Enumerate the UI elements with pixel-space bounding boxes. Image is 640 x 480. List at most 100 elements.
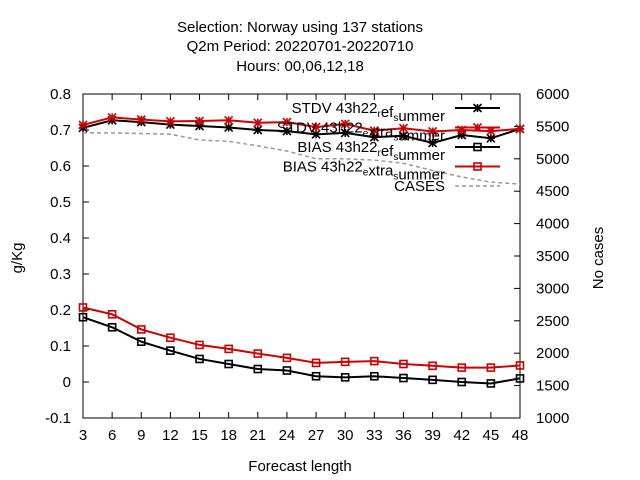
series-4 (78, 303, 525, 372)
data-point-stroke (311, 129, 321, 139)
data-point-stroke (311, 122, 321, 132)
data-point (311, 358, 321, 368)
data-point-stroke (136, 114, 146, 125)
y-tick-label: 0.2 (50, 302, 71, 319)
data-point (253, 125, 263, 135)
y2-tick-label: 1000 (536, 410, 569, 427)
data-point (253, 364, 263, 374)
data-point (457, 363, 467, 372)
data-point (282, 117, 292, 127)
data-point (224, 344, 233, 354)
data-point-stroke (428, 126, 438, 137)
data-point (224, 115, 234, 125)
data-series (78, 112, 525, 388)
data-point-stroke (398, 123, 409, 133)
data-point (78, 303, 88, 312)
data-point (472, 103, 483, 113)
series-line (82, 119, 521, 144)
data-point (486, 379, 496, 388)
data-point-stroke (282, 117, 292, 127)
data-point (398, 123, 409, 133)
data-point (224, 359, 233, 369)
series-5 (83, 132, 521, 185)
data-point (107, 322, 117, 332)
x-tick-label: 42 (453, 427, 470, 444)
data-point (282, 366, 292, 375)
data-point-stroke (107, 112, 117, 122)
y2-tick-label: 2500 (536, 313, 569, 330)
data-point (472, 122, 483, 133)
data-point-stroke (224, 115, 234, 125)
data-point (136, 337, 146, 346)
data-point (165, 116, 175, 126)
y2-tick-label: 3500 (536, 248, 569, 265)
legend-item: BIAS 43h22extrasummer (283, 159, 500, 184)
data-point-stroke (428, 138, 438, 148)
y2-axis-label: No cases (590, 227, 607, 290)
series-line (83, 132, 521, 185)
y2-tick-label: 5000 (536, 151, 569, 168)
data-point (340, 119, 350, 129)
data-point (473, 142, 482, 152)
data-point-stroke (472, 103, 483, 113)
data-point (194, 116, 205, 126)
data-point-stroke (486, 133, 496, 143)
data-point (282, 126, 292, 136)
data-point-stroke (224, 122, 234, 133)
x-tick-label: 33 (366, 427, 383, 444)
x-tick-label: 27 (308, 427, 325, 444)
x-tick-label: 30 (337, 427, 354, 444)
x-tick-label: 3 (79, 427, 87, 444)
data-point (399, 359, 408, 369)
data-point (253, 118, 263, 128)
y-tick-label: 0.7 (50, 122, 71, 139)
y2-tick-label: 4500 (536, 183, 569, 200)
legend-item: STDV 43h22refsummer (292, 100, 500, 125)
data-point (457, 377, 467, 387)
x-tick-label: 36 (395, 427, 412, 444)
data-point-stroke (253, 118, 263, 128)
data-point (195, 354, 204, 364)
series-line (82, 116, 521, 133)
series-2 (78, 112, 525, 137)
x-tick-label: 12 (162, 427, 179, 444)
data-point-stroke (282, 126, 292, 136)
y-tick-label: 0 (63, 374, 71, 391)
data-point (107, 112, 117, 122)
data-point (166, 333, 175, 343)
data-point (195, 340, 204, 350)
data-point-stroke (340, 119, 350, 129)
data-point (486, 363, 496, 372)
title-line-2: Q2m Period: 20220701-20220710 (187, 38, 414, 55)
data-point (340, 373, 350, 382)
data-point (340, 128, 350, 138)
title-line-3: Hours: 00,06,12,18 (236, 58, 364, 75)
data-point (473, 162, 482, 171)
data-point-stroke (253, 125, 263, 135)
series-line (82, 316, 521, 385)
data-point-stroke (369, 126, 379, 136)
x-tick-label: 6 (108, 427, 116, 444)
data-point (369, 132, 379, 142)
x-tick-label: 24 (279, 427, 296, 444)
y-tick-label: -0.1 (45, 410, 71, 427)
data-point (224, 122, 234, 133)
x-tick-label: 15 (191, 427, 208, 444)
y-tick-label: 0.4 (50, 230, 71, 247)
data-point (428, 138, 438, 148)
y-tick-label: 0.8 (50, 86, 71, 103)
data-point (311, 129, 321, 139)
data-point-stroke (165, 116, 175, 126)
data-point (253, 349, 263, 358)
y-tick-label: 0.1 (50, 338, 71, 355)
data-point (398, 131, 409, 141)
chart-title: Selection: Norway using 137 stations Q2m… (177, 19, 423, 75)
x-axis-label: Forecast length (248, 458, 351, 475)
legend-label: STDV 43h22extrasummer (277, 120, 445, 145)
y2-tick-label: 6000 (536, 86, 569, 103)
legend-label: BIAS 43h22refsummer (297, 139, 445, 164)
data-point (370, 371, 379, 381)
data-point-stroke (472, 122, 483, 133)
series-1 (78, 115, 525, 148)
data-point (78, 120, 88, 130)
